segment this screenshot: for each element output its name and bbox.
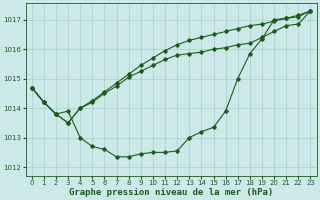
X-axis label: Graphe pression niveau de la mer (hPa): Graphe pression niveau de la mer (hPa) (69, 188, 273, 197)
